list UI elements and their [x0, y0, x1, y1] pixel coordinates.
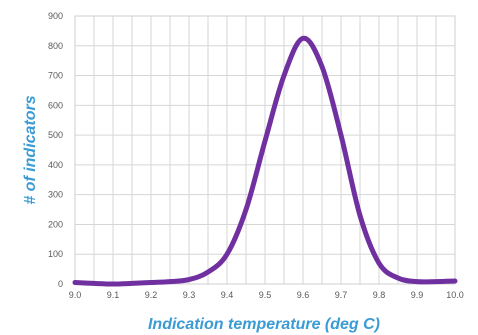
x-axis-ticks: 9.0 9.1 9.2 9.3 9.4 9.5 9.6 9.7 9.8 9.9 10.0 [69, 290, 464, 300]
x-tick-label-10: 10.0 [446, 290, 464, 300]
x-tick-label-8: 9.8 [373, 290, 386, 300]
x-tick-label-1: 9.1 [107, 290, 120, 300]
y-tick-label-3: 300 [48, 190, 63, 200]
y-axis-ticks: 0 100 200 300 400 500 600 700 800 900 [48, 11, 63, 289]
x-tick-label-9: 9.9 [411, 290, 424, 300]
y-axis-title: # of indicators [22, 95, 39, 204]
x-tick-label-6: 9.6 [297, 290, 310, 300]
y-tick-label-7: 700 [48, 71, 63, 81]
y-tick-label-2: 200 [48, 219, 63, 229]
x-axis-title: Indication temperature (deg C) [148, 316, 380, 333]
x-tick-label-3: 9.3 [183, 290, 196, 300]
y-tick-label-4: 400 [48, 160, 63, 170]
x-tick-label-2: 9.2 [145, 290, 158, 300]
y-tick-label-6: 600 [48, 100, 63, 110]
x-tick-label-0: 9.0 [69, 290, 82, 300]
y-tick-label-9: 900 [48, 11, 63, 21]
y-tick-label-8: 800 [48, 41, 63, 51]
y-tick-label-5: 500 [48, 130, 63, 140]
series-layer [72, 35, 458, 287]
grid [74, 15, 456, 285]
x-tick-label-4: 9.4 [221, 290, 234, 300]
y-tick-label-0: 0 [58, 279, 63, 289]
plot-area-frame [74, 15, 456, 285]
series-line-0 [72, 35, 458, 287]
x-tick-label-5: 9.5 [259, 290, 272, 300]
x-tick-label-7: 9.7 [335, 290, 348, 300]
y-tick-label-1: 100 [48, 249, 63, 259]
